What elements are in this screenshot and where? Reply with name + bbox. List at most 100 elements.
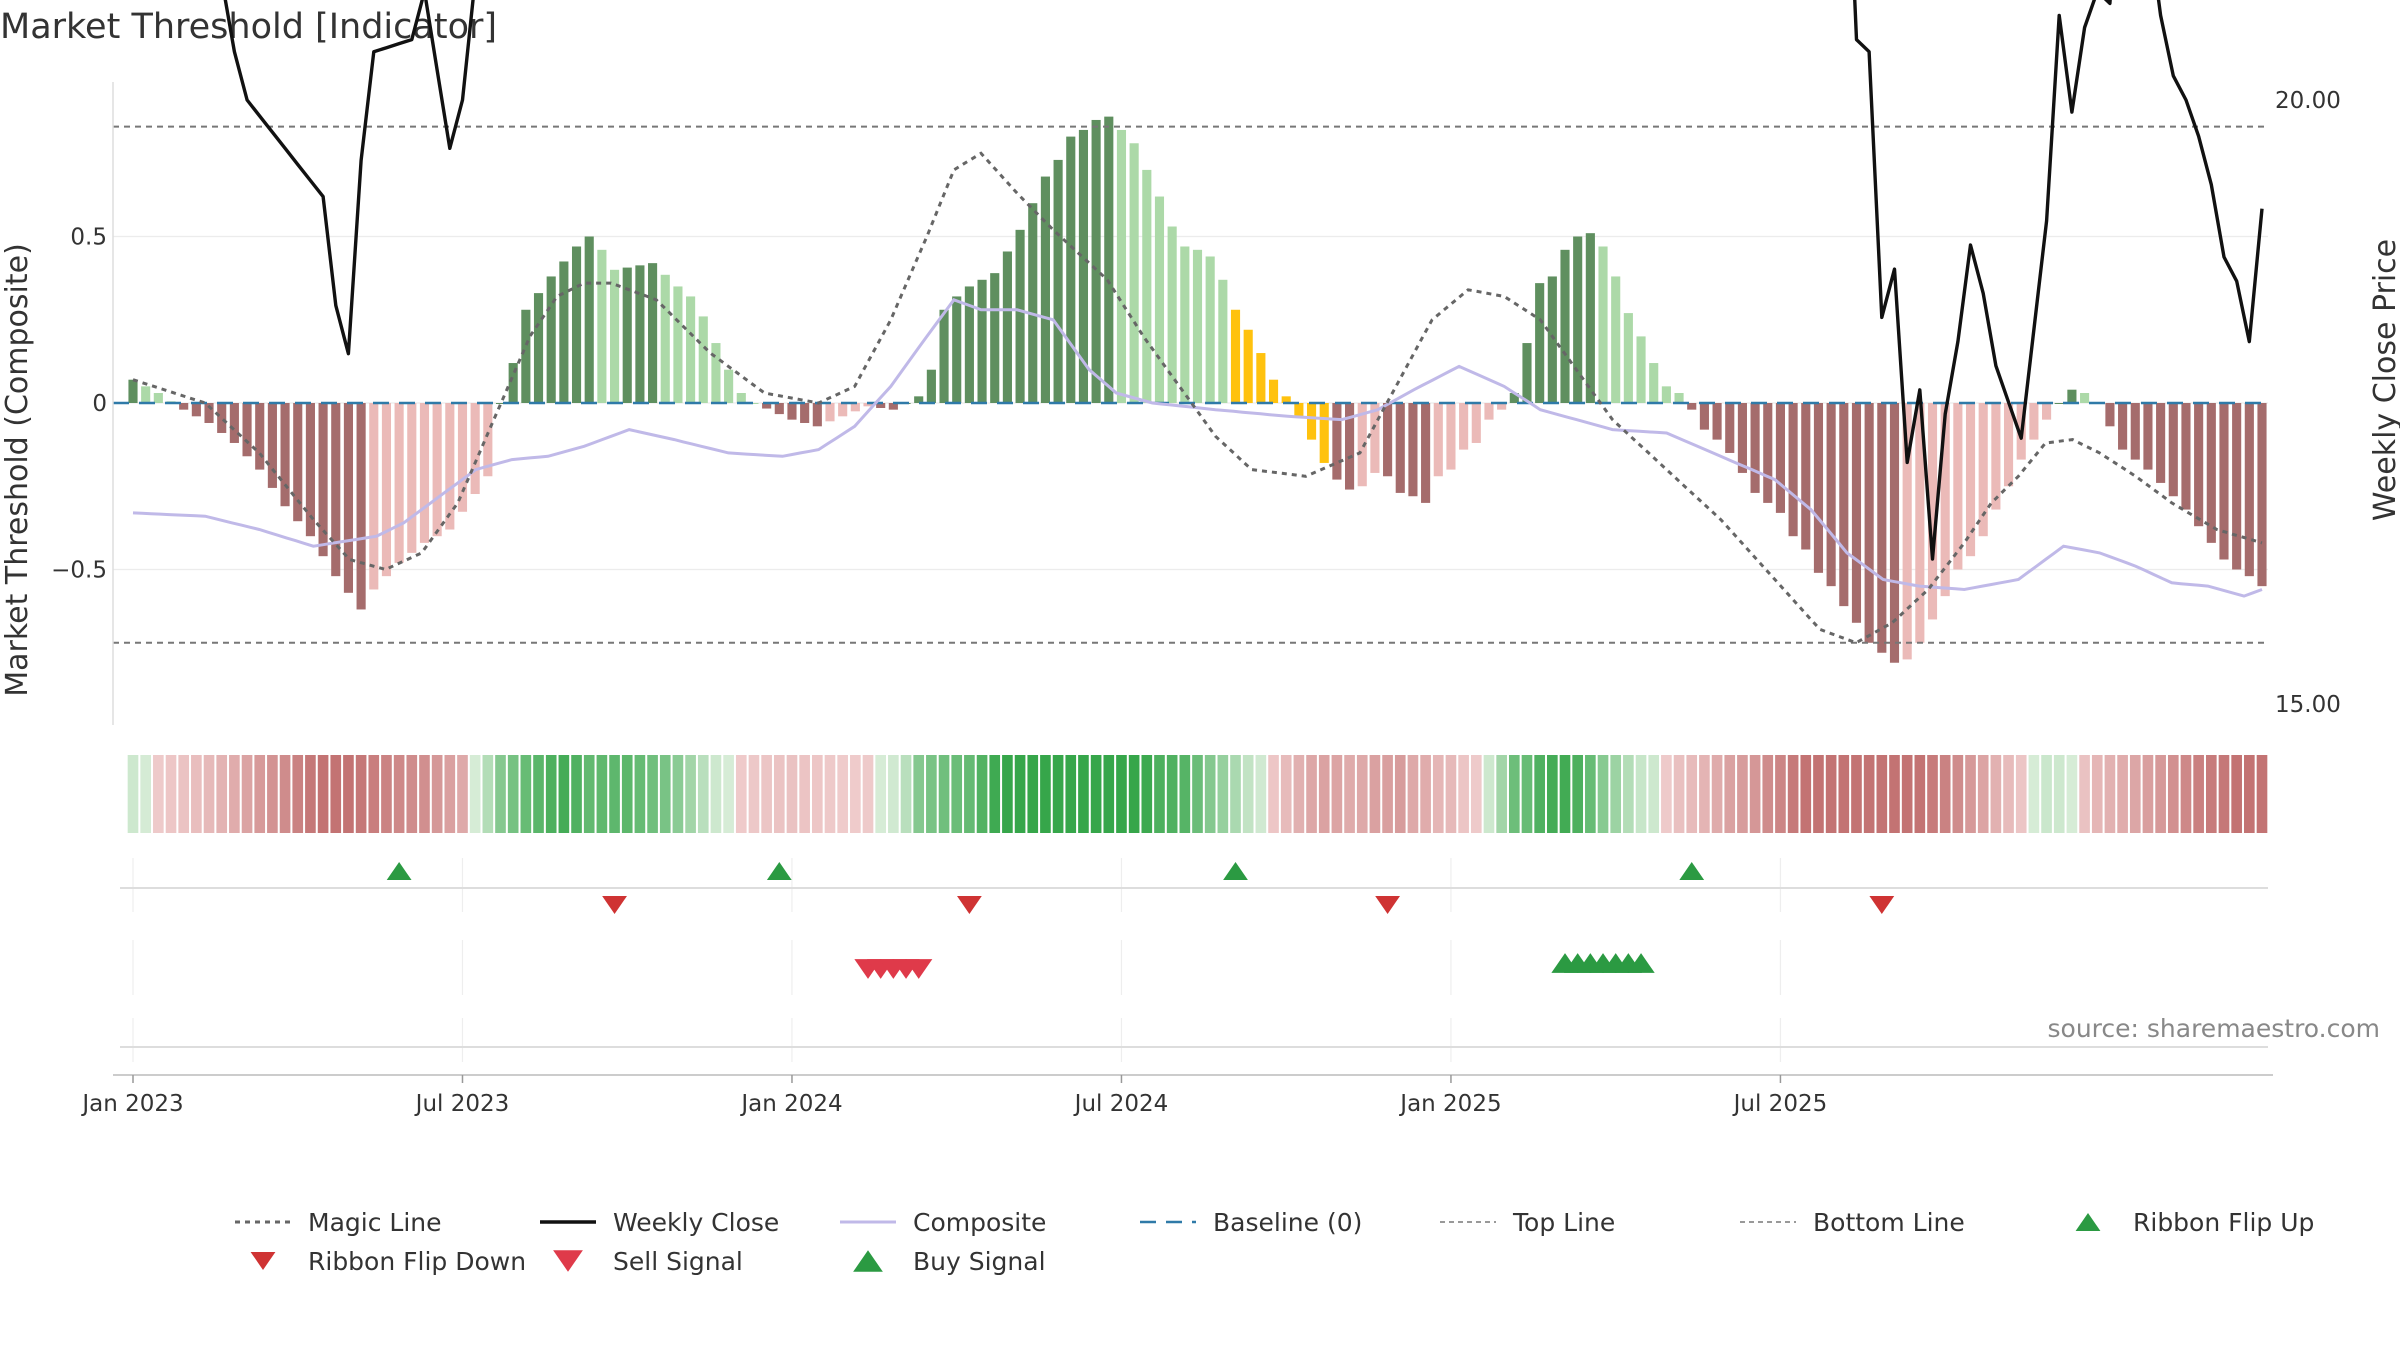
composite-bar xyxy=(369,403,379,590)
ribbon-cell xyxy=(1002,755,1013,833)
ribbon-cell xyxy=(419,755,430,833)
composite-bar xyxy=(952,296,962,403)
ribbon-flip-up-marker xyxy=(1223,862,1248,880)
composite-bar xyxy=(2080,393,2090,403)
ribbon-cell xyxy=(875,755,887,833)
composite-bar xyxy=(1509,393,1519,403)
ribbon-cell xyxy=(1901,755,1913,833)
ribbon-cell xyxy=(1242,755,1254,833)
ribbon-cell xyxy=(2231,755,2242,833)
composite-bar xyxy=(876,403,886,408)
composite-bar xyxy=(191,403,201,417)
ribbon-cell xyxy=(913,755,925,833)
legend-label: Magic Line xyxy=(308,1208,442,1237)
ribbon-cell xyxy=(976,755,988,833)
ribbon-cell xyxy=(1052,755,1064,833)
legend-item: Composite xyxy=(840,1208,1046,1237)
composite-bar xyxy=(800,403,810,423)
ribbon-cell xyxy=(1280,755,1292,833)
ribbon-cell xyxy=(1952,755,1964,833)
ribbon-cell xyxy=(1610,755,1622,833)
composite-bar xyxy=(1028,203,1038,403)
composite-bar xyxy=(622,267,632,403)
composite-bar xyxy=(1522,343,1532,403)
chart-lines xyxy=(113,0,2268,645)
ribbon-cell xyxy=(850,755,861,833)
left-tick-label: −0.5 xyxy=(51,558,107,584)
ribbon-cell xyxy=(1508,755,1520,833)
composite-bar xyxy=(2029,403,2039,440)
legend-swatch-marker xyxy=(2075,1213,2101,1231)
legend-item: Bottom Line xyxy=(1740,1208,1965,1237)
ribbon-cell xyxy=(1179,755,1191,833)
composite-bar xyxy=(2130,403,2140,460)
composite-bar xyxy=(128,379,138,403)
composite-bar xyxy=(1699,403,1709,430)
composite-bar xyxy=(1927,403,1938,620)
ribbon-flip-down-marker xyxy=(956,896,982,914)
ribbon-cell xyxy=(1597,755,1609,833)
composite-bar xyxy=(432,403,442,537)
composite-bar xyxy=(381,403,392,577)
ribbon-cell xyxy=(1116,755,1127,833)
legend-item: Top Line xyxy=(1440,1208,1615,1237)
ribbon-cell xyxy=(685,755,696,833)
composite-bar xyxy=(1864,403,1874,643)
x-tick-label: Jul 2024 xyxy=(1073,1091,1169,1117)
composite-bar xyxy=(2003,403,2014,487)
ribbon-cell xyxy=(343,755,354,833)
ribbon-cell xyxy=(938,755,950,833)
legend-item: Ribbon Flip Down xyxy=(250,1247,526,1276)
ribbon-cell xyxy=(1711,755,1723,833)
composite-bar xyxy=(1395,403,1405,493)
left-tick-label: 0.5 xyxy=(70,225,107,251)
composite-bar xyxy=(990,273,1000,403)
composite-bar xyxy=(597,249,607,403)
ribbon-cell xyxy=(735,755,747,833)
composite-bar xyxy=(1306,403,1317,440)
ribbon-cell xyxy=(1724,755,1736,833)
composite-bar xyxy=(1205,256,1215,403)
composite-bar xyxy=(1408,403,1418,497)
composite-bar xyxy=(179,403,189,410)
ribbon-cell xyxy=(1775,755,1786,833)
ribbon-cell xyxy=(1787,755,1799,833)
composite-bar xyxy=(736,393,746,403)
composite-bar xyxy=(749,403,759,404)
legend-label: Top Line xyxy=(1512,1208,1615,1237)
ribbon-cell xyxy=(1699,755,1710,833)
ribbon-cell xyxy=(1686,755,1698,833)
composite-bar xyxy=(1902,403,1912,660)
composite-bar xyxy=(280,403,290,507)
ribbon-cell xyxy=(1572,755,1584,833)
legend-swatch-marker xyxy=(853,1250,883,1272)
composite-bar xyxy=(1674,393,1684,403)
ribbon-cell xyxy=(317,755,329,833)
composite-bar xyxy=(2257,403,2267,587)
ribbon-cell xyxy=(888,755,899,833)
legend-swatch-marker xyxy=(553,1250,583,1272)
composite-bar xyxy=(1636,336,1646,403)
composite-bar xyxy=(1763,403,1773,503)
composite-bar xyxy=(2156,403,2166,483)
ribbon-cell xyxy=(1889,755,1900,833)
composite-bar xyxy=(673,286,683,403)
ribbon-cell xyxy=(1863,755,1875,833)
ribbon-cell xyxy=(837,755,848,833)
ribbon-cell xyxy=(140,755,151,833)
ribbon-cell xyxy=(1813,755,1824,833)
ribbon-cell xyxy=(495,755,506,833)
ribbon-cell xyxy=(1458,755,1469,833)
ribbon-cell xyxy=(191,755,202,833)
ribbon-cell xyxy=(2167,755,2179,833)
composite-bar xyxy=(1268,379,1279,403)
left-axis-title: Market Threshold (Composite) xyxy=(0,243,35,697)
composite-bar xyxy=(964,286,974,403)
ribbon-cell xyxy=(710,755,722,833)
ribbon-cell xyxy=(1965,755,1976,833)
ribbon-cell xyxy=(659,755,671,833)
ribbon-cell xyxy=(596,755,608,833)
ribbon-cell xyxy=(583,755,595,833)
ribbon-cell xyxy=(203,755,215,833)
